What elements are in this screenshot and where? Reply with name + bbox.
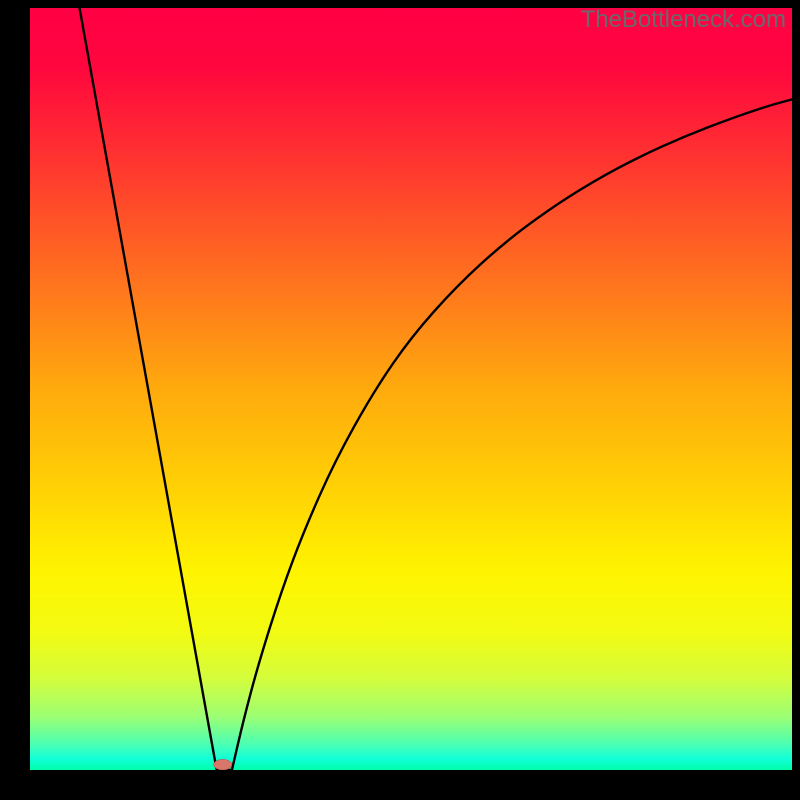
chart-container: { "canvas": { "width": 800, "height": 80… [0, 0, 800, 800]
bottleneck-curve [80, 8, 792, 770]
plot-area [30, 8, 792, 770]
watermark-text: TheBottleneck.com [581, 6, 786, 34]
valley-marker [214, 759, 232, 770]
curve-layer [30, 8, 792, 770]
